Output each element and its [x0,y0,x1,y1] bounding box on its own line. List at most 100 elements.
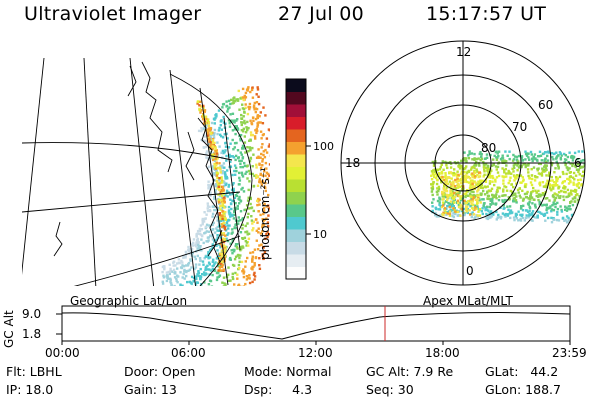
aurora-pixel [548,206,551,210]
aurora-pixel [248,102,252,106]
aurora-pixel [474,198,477,201]
aurora-pixel [237,253,240,257]
aurora-pixel [215,164,218,167]
aurora-pixel [460,207,463,211]
aurora-pixel [217,269,220,272]
aurora-pixel [213,231,217,234]
colorbar-segment [286,116,306,130]
aurora-pixel [187,245,190,249]
aurora-pixel [233,283,236,286]
aurora-pixel [256,248,260,251]
aurora-pixel [249,139,252,142]
aurora-pixel [512,200,515,203]
aurora-pixel [245,128,249,132]
aurora-pixel [254,107,257,110]
aurora-pixel [477,182,480,186]
aurora-pixel [458,206,461,209]
aurora-pixel [445,182,449,185]
aurora-pixel [459,177,462,181]
aurora-pixel [263,156,267,159]
aurora-pixel [216,180,219,184]
aurora-pixel [515,155,519,159]
aurora-pixel [510,183,513,186]
aurora-pixel [461,177,464,181]
aurora-pixel [554,196,558,200]
aurora-pixel [484,186,487,189]
aurora-pixel [253,271,256,275]
aurora-pixel [562,186,565,190]
aurora-pixel [208,139,211,143]
aurora-pixel [520,205,523,208]
aurora-pixel [582,174,585,177]
aurora-pixel [517,154,521,158]
aurora-pixel [217,271,220,274]
aurora-pixel [232,187,235,191]
aurora-pixel [475,157,478,161]
aurora-pixel [476,184,479,187]
aurora-pixel [441,195,444,198]
aurora-pixel [469,179,473,183]
aurora-pixel [267,204,270,207]
aurora-pixel [224,145,228,148]
aurora-pixel [208,165,211,168]
aurora-pixel [566,168,570,172]
aurora-pixel [465,165,468,168]
aurora-pixel [477,175,480,179]
aurora-pixel [485,156,489,159]
aurora-pixel [240,121,243,124]
aurora-pixel [224,217,227,220]
aurora-pixel [161,280,164,283]
aurora-pixel [497,155,500,158]
aurora-pixel [209,137,213,140]
aurora-pixel [253,264,256,267]
aurora-pixel [496,190,499,193]
aurora-pixel [469,200,473,203]
aurora-pixel [467,170,471,174]
aurora-pixel [523,192,527,196]
aurora-pixel [232,217,236,220]
aurora-pixel [475,207,478,210]
aurora-pixel [220,151,223,154]
aurora-pixel [227,232,230,235]
aurora-pixel [518,194,521,197]
aurora-pixel [221,217,224,221]
aurora-pixel [223,226,227,229]
aurora-pixel [502,176,505,179]
aurora-pixel [232,101,235,105]
aurora-pixel [180,266,184,270]
aurora-pixel [202,127,206,131]
aurora-pixel [527,203,530,206]
aurora-pixel [220,208,224,211]
aurora-pixel [259,232,263,235]
aurora-pixel [544,219,547,222]
aurora-pixel [470,181,474,184]
aurora-pixel [195,285,198,286]
aurora-pixel [519,213,522,217]
aurora-pixel [213,269,217,272]
aurora-pixel [260,243,263,246]
aurora-pixel [534,176,537,179]
aurora-pixel [449,162,453,165]
aurora-pixel [546,179,549,182]
aurora-pixel [208,279,212,282]
aurora-pixel [218,162,221,165]
aurora-pixel [169,277,172,280]
aurora-pixel [245,204,249,207]
aurora-pixel [555,193,558,196]
aurora-pixel [259,213,262,217]
aurora-pixel [444,188,448,191]
aurora-pixel [497,150,501,153]
aurora-pixel [217,201,221,204]
aurora-pixel [234,202,237,205]
aurora-pixel [432,169,435,172]
aurora-pixel [491,175,494,178]
aurora-pixel [239,199,243,202]
aurora-pixel [207,121,211,124]
aurora-pixel [454,187,458,190]
aurora-pixel [220,255,223,258]
aurora-pixel [217,129,221,132]
aurora-pixel [245,241,249,244]
aurora-pixel [222,257,225,261]
aurora-pixel [229,198,232,201]
aurora-pixel [198,263,201,266]
